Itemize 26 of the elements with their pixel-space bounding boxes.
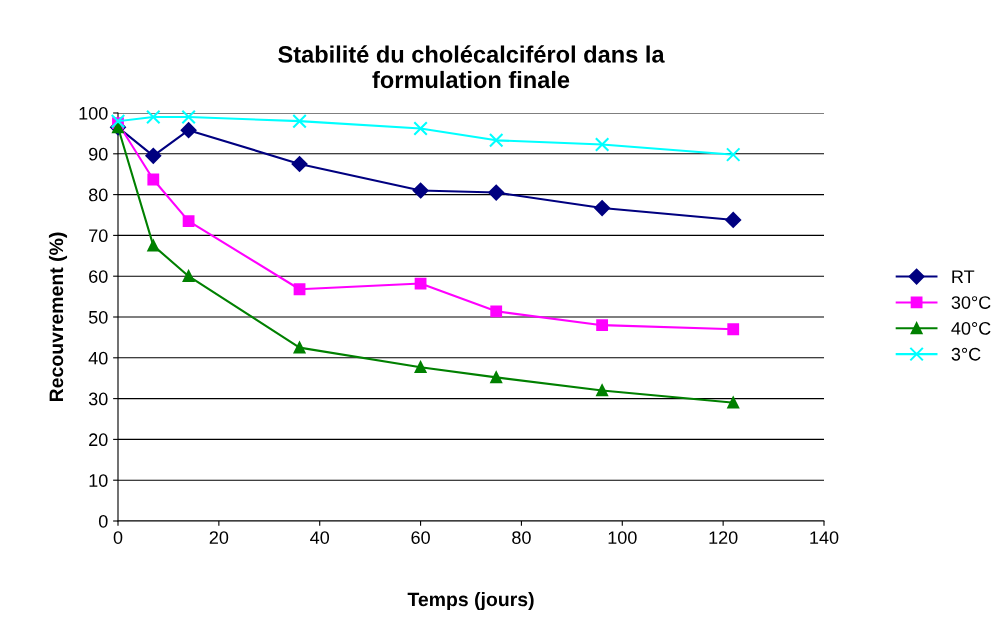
y-tick-label: 10 (89, 474, 108, 487)
x-axis-title: Temps (jours) (407, 592, 534, 611)
x-tick-label: 40 (310, 531, 330, 544)
x-tick-label: 120 (709, 531, 738, 544)
chart-title: Stabilité du cholécalciférol dans la formulation finale (278, 45, 665, 89)
x-tick-label: 80 (512, 531, 531, 544)
y-tick-label: 0 (98, 514, 108, 528)
legend-label: 30°C (951, 296, 991, 309)
legend-label: 40°C (951, 321, 991, 335)
y-tick-label: 80 (88, 188, 108, 202)
y-tick-label: 70 (89, 229, 108, 243)
x-tick-label: 0 (113, 531, 123, 544)
x-tick-label: 20 (209, 531, 229, 544)
legend-label: 3°C (951, 347, 981, 361)
y-tick-label: 100 (79, 106, 108, 120)
y-tick-label: 20 (89, 433, 108, 447)
legend-label: RT (952, 270, 975, 283)
y-tick-label: 40 (88, 351, 108, 365)
y-tick-label: 60 (89, 270, 108, 283)
y-tick-label: 30 (88, 392, 108, 406)
y-axis-title: Recouvrement (%) (48, 232, 68, 402)
y-tick-label: 90 (89, 147, 108, 161)
x-tick-label: 100 (608, 531, 637, 544)
y-tick-label: 50 (88, 310, 108, 324)
x-tick-label: 140 (810, 531, 839, 544)
x-tick-label: 60 (411, 531, 430, 544)
